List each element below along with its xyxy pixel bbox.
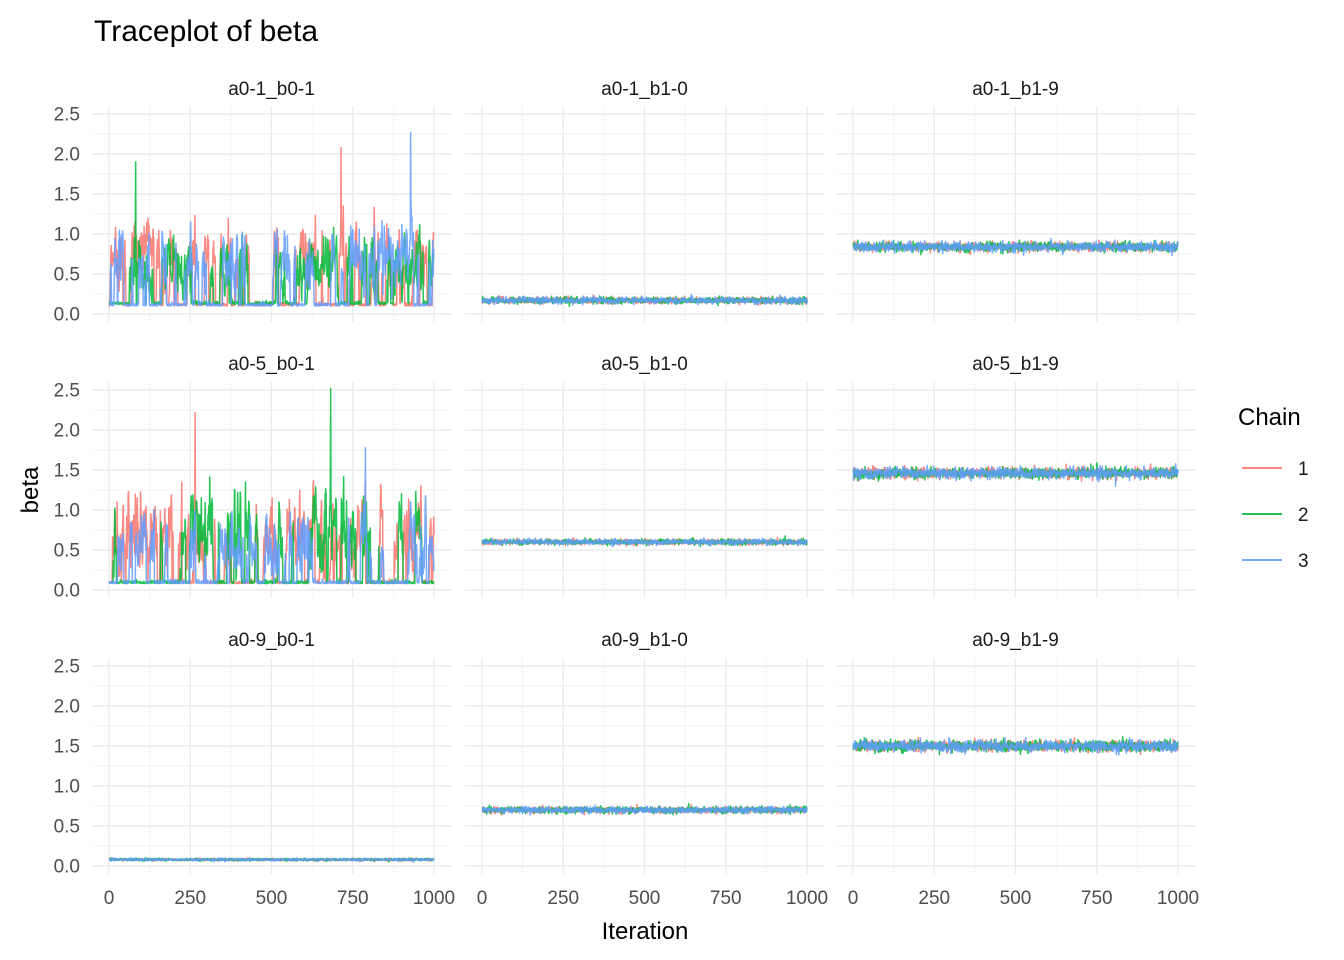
facet-panel: a0-5_b1-0: [465, 354, 824, 598]
legend-label: 3: [1298, 551, 1309, 572]
facet-strip-label: a0-1_b1-0: [601, 79, 688, 100]
facet-strip-label: a0-5_b1-0: [601, 354, 688, 375]
trace-line-chain-3: [481, 536, 808, 548]
y-tick-label: 0.5: [54, 817, 80, 838]
y-tick-label: 2.0: [54, 145, 80, 166]
x-tick-label: 1000: [413, 888, 455, 909]
facet-strip-label: a0-9_b1-9: [972, 630, 1059, 651]
x-tick-label: 750: [1081, 888, 1113, 909]
facet-strip-label: a0-1_b1-9: [972, 79, 1059, 100]
facet-panel: a0-1_b0-1 0.0 0.5 1.0 1.5 2.0 2.5: [54, 79, 451, 326]
y-tick-label: 0.5: [54, 541, 80, 562]
legend-label: 1: [1298, 459, 1309, 480]
x-tick-label: 500: [629, 888, 661, 909]
trace-line-chain-3: [852, 736, 1179, 756]
legend-title: Chain: [1238, 404, 1301, 431]
facet-strip-label: a0-9_b1-0: [601, 630, 688, 651]
x-tick-label: 0: [848, 888, 859, 909]
y-tick-label: 1.5: [54, 185, 80, 206]
y-tick-label: 0.0: [54, 857, 80, 878]
y-tick-label: 0.0: [54, 581, 80, 602]
y-tick-label: 0.0: [54, 305, 80, 326]
y-tick-label: 2.0: [54, 697, 80, 718]
y-axis-title: beta: [17, 466, 44, 513]
x-tick-label: 250: [547, 888, 579, 909]
y-tick-label: 1.0: [54, 225, 80, 246]
y-tick-label: 1.0: [54, 777, 80, 798]
x-tick-label: 0: [477, 888, 488, 909]
y-tick-label: 1.5: [54, 737, 80, 758]
facet-strip-label: a0-5_b0-1: [228, 354, 315, 375]
facet-panel: a0-9_b1-0 0 250 500 750 1000: [465, 630, 828, 909]
facet-strip-label: a0-9_b0-1: [228, 630, 315, 651]
facet-strip-label: a0-5_b1-9: [972, 354, 1059, 375]
y-tick-label: 2.0: [54, 421, 80, 442]
legend: Chain 1 2 3: [1238, 404, 1309, 572]
x-tick-label: 1000: [1157, 888, 1199, 909]
x-tick-label: 250: [918, 888, 950, 909]
trace-line-chain-3: [481, 293, 808, 306]
x-tick-label: 500: [1000, 888, 1032, 909]
x-tick-label: 500: [256, 888, 288, 909]
y-tick-label: 0.5: [54, 265, 80, 286]
facet-panel: a0-1_b1-9: [836, 79, 1195, 322]
y-tick-label: 2.5: [54, 105, 80, 126]
legend-label: 2: [1298, 505, 1309, 526]
chart-title: Traceplot of beta: [94, 15, 318, 48]
facet-panel: a0-1_b1-0: [465, 79, 824, 322]
trace-line-chain-1: [108, 411, 435, 585]
y-tick-label: 2.5: [54, 381, 80, 402]
y-tick-label: 1.0: [54, 501, 80, 522]
trace-line-chain-3: [852, 463, 1179, 488]
trace-line-chain-3: [481, 804, 808, 816]
x-tick-label: 750: [337, 888, 369, 909]
facet-panel: a0-5_b1-9: [836, 354, 1195, 598]
x-tick-label: 0: [104, 888, 115, 909]
trace-line-chain-3: [108, 857, 435, 863]
y-tick-label: 2.5: [54, 657, 80, 678]
facet-panel: a0-9_b1-9 0 250 500 750 1000: [836, 630, 1199, 909]
x-tick-label: 250: [174, 888, 206, 909]
trace-line-chain-3: [108, 446, 435, 585]
trace-line-chain-3: [852, 237, 1179, 257]
x-axis-title: Iteration: [602, 918, 689, 945]
x-tick-label: 1000: [786, 888, 828, 909]
x-tick-label: 750: [710, 888, 742, 909]
y-tick-label: 1.5: [54, 461, 80, 482]
facet-panel: a0-5_b0-1 0.0 0.5 1.0 1.5 2.0 2.5: [54, 354, 451, 602]
facet-panel: a0-9_b0-1 0.0 0.5 1.0 1.5 2.0 2.5 0 250 500 750 100…: [54, 630, 456, 909]
facet-grid: a0-1_b0-1 0.0 0.5 1.0 1.5 2.0 2.5 a0-1_b1-0 a0-1…: [54, 79, 1200, 909]
facet-strip-label: a0-1_b0-1: [228, 79, 315, 100]
trace-line-chain-3: [108, 131, 435, 307]
